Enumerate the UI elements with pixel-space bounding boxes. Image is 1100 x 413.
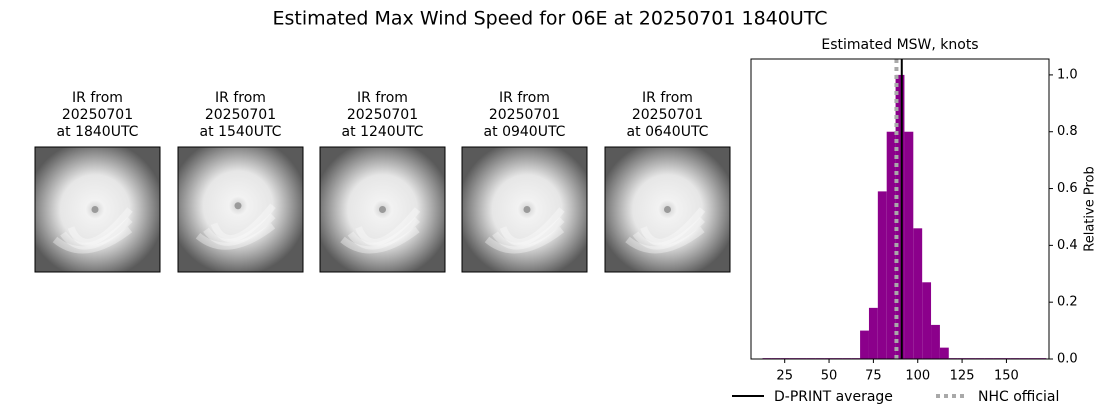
ir-image-frame xyxy=(34,146,161,273)
panel-caption: IR from xyxy=(499,90,550,106)
storm-cloud xyxy=(178,147,303,272)
spiral-band xyxy=(492,217,565,250)
panel-caption: 20250701 xyxy=(632,107,703,123)
spiral-band xyxy=(640,207,706,246)
hist-bar xyxy=(886,131,896,359)
x-tick-label: 50 xyxy=(821,369,838,384)
panel-caption: at 1540UTC xyxy=(200,124,282,140)
x-tick-label: 100 xyxy=(905,369,930,384)
panel-caption: IR from xyxy=(357,90,408,106)
x-tick-label: 75 xyxy=(865,369,882,384)
histogram: Estimated MSW, knots 25 50 75 100 125 150 0.0 0.… xyxy=(732,37,1098,405)
spiral-band xyxy=(67,207,133,246)
spiral-band xyxy=(355,207,421,246)
panel-caption: at 0640UTC xyxy=(627,124,709,140)
panel-caption: 20250701 xyxy=(347,107,418,123)
storm-eye xyxy=(664,206,671,213)
panel-caption: at 0940UTC xyxy=(484,124,566,140)
panel-caption: IR from xyxy=(72,90,123,106)
legend-label: NHC official xyxy=(978,389,1059,405)
chart-title: Estimated MSW, knots xyxy=(821,37,978,53)
panel-caption: 20250701 xyxy=(489,107,560,123)
hist-bar xyxy=(904,131,914,359)
panel-caption: at 1240UTC xyxy=(342,124,424,140)
panel-caption: IR from xyxy=(215,90,266,106)
spiral-band xyxy=(52,226,133,254)
storm-eye xyxy=(379,206,386,213)
ir-image-frame xyxy=(461,146,588,273)
plot-frame xyxy=(750,58,1050,360)
hist-bar xyxy=(868,307,878,359)
hist-bar xyxy=(939,347,949,359)
panel-caption: 20250701 xyxy=(62,107,133,123)
spiral-band xyxy=(632,217,705,250)
figure-title: Estimated Max Wind Speed for 06E at 2025… xyxy=(272,8,827,30)
y-tick-label: 0.4 xyxy=(1057,238,1078,253)
y-tick-label: 0.6 xyxy=(1057,181,1078,196)
x-tick-label: 150 xyxy=(994,369,1019,384)
panel-caption: 20250701 xyxy=(205,107,276,123)
hist-bar xyxy=(913,228,923,359)
y-tick-label: 0.0 xyxy=(1057,352,1078,367)
y-axis-label: Relative Prob xyxy=(1083,166,1098,251)
x-tick-label: 125 xyxy=(950,369,975,384)
hist-bar xyxy=(860,330,869,359)
panel-caption: IR from xyxy=(642,90,693,106)
hist-bar xyxy=(895,74,905,359)
y-tick-label: 0.8 xyxy=(1057,124,1078,139)
spiral-band xyxy=(625,226,705,254)
hist-bar xyxy=(877,191,887,359)
storm-eye xyxy=(523,206,531,213)
y-tick-label: 1.0 xyxy=(1057,67,1078,82)
spiral-band xyxy=(484,226,565,254)
spiral-band xyxy=(347,217,420,250)
hist-bar xyxy=(922,282,932,359)
hist-bar xyxy=(931,324,940,359)
storm-eye xyxy=(234,202,242,210)
spiral-band xyxy=(210,203,276,243)
ir-image-frame xyxy=(604,146,731,273)
spiral-band xyxy=(60,217,133,250)
spiral-band xyxy=(499,207,565,246)
ir-image-frame xyxy=(177,146,304,273)
spiral-band xyxy=(340,226,420,254)
storm-eye xyxy=(91,206,99,213)
spiral-band xyxy=(195,222,276,250)
y-tick-label: 0.2 xyxy=(1057,295,1078,310)
spiral-band xyxy=(203,213,276,246)
panel-caption: at 1840UTC xyxy=(57,124,139,140)
ir-image-frame xyxy=(319,146,446,273)
legend-label: D-PRINT average xyxy=(774,389,893,405)
x-tick-label: 25 xyxy=(776,369,793,384)
